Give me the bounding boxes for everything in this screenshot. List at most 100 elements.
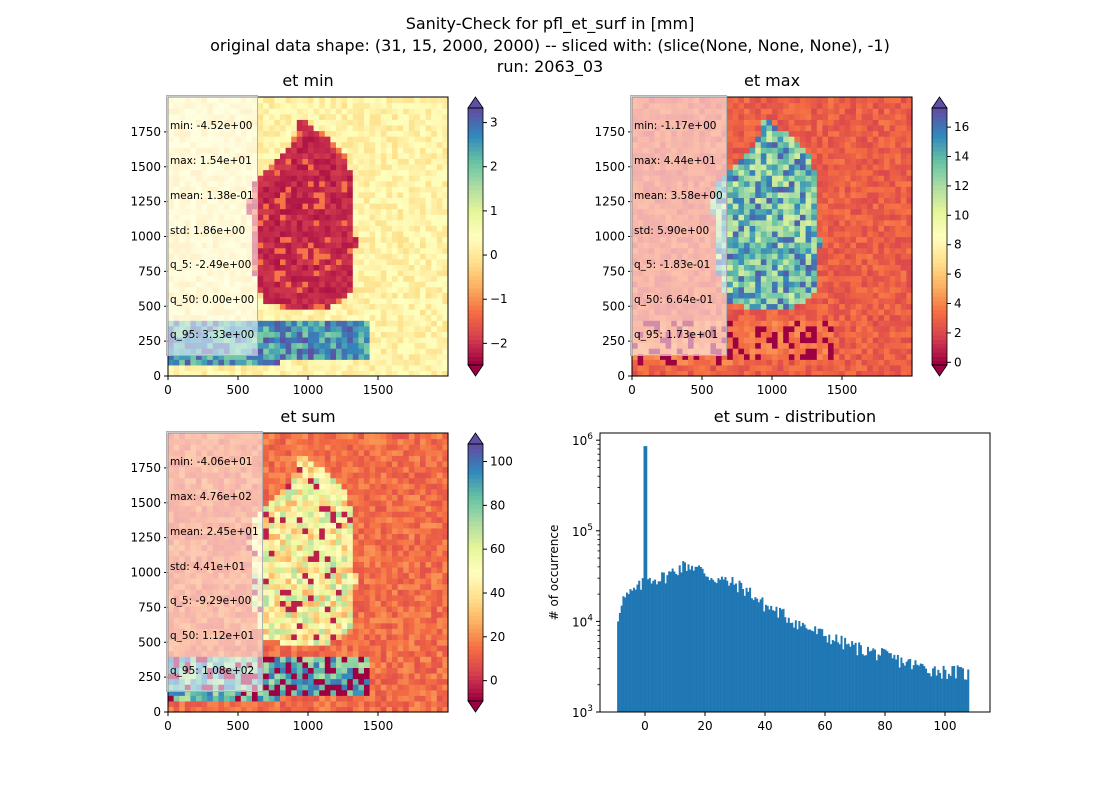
raster-cell [257, 180, 264, 187]
raster-cell [822, 219, 829, 226]
raster-cell [850, 163, 857, 171]
raster-cell [268, 364, 275, 372]
raster-cell [738, 119, 745, 126]
raster-cell [397, 147, 404, 154]
raster-cell [760, 236, 767, 243]
raster-cell [369, 175, 376, 182]
raster-cell [436, 247, 443, 254]
raster-cell [302, 208, 309, 215]
raster-cell [408, 119, 415, 126]
raster-cell [822, 130, 829, 137]
raster-cell [839, 320, 846, 327]
raster-cell [268, 180, 275, 187]
raster-cell [369, 320, 376, 327]
raster-cell [319, 208, 326, 215]
raster-cell [783, 247, 790, 254]
raster-cell [380, 370, 387, 377]
raster-cell [811, 197, 818, 204]
raster-cell [850, 197, 857, 204]
raster-cell [414, 186, 421, 193]
raster-cell [828, 236, 835, 243]
raster-cell [364, 247, 371, 254]
raster-cell [425, 152, 432, 159]
raster-cell [878, 331, 885, 338]
raster-cell [895, 208, 902, 215]
raster-cell [839, 309, 846, 316]
raster-cell [436, 303, 443, 310]
raster-cell [856, 281, 863, 288]
raster-cell [319, 242, 326, 249]
raster-cell [308, 281, 315, 288]
raster-cell [436, 180, 443, 187]
raster-cell [772, 269, 779, 277]
raster-cell [805, 208, 812, 215]
raster-cell [425, 236, 432, 243]
raster-cell [347, 247, 354, 254]
raster-cell [257, 247, 264, 254]
raster-cell [800, 364, 807, 372]
raster-cell [324, 348, 331, 355]
raster-cell [660, 364, 667, 372]
raster-cell [788, 124, 795, 132]
raster-cell [822, 353, 829, 360]
raster-cell [408, 292, 415, 299]
raster-cell [403, 108, 410, 115]
raster-cell [420, 370, 427, 377]
raster-cell [352, 297, 359, 305]
raster-cell [364, 130, 371, 137]
raster-cell [727, 331, 734, 338]
raster-cell [772, 119, 779, 126]
raster-cell [772, 286, 779, 293]
raster-cell [408, 175, 415, 182]
raster-cell [302, 247, 309, 254]
raster-cell [844, 180, 851, 187]
raster-cell [308, 163, 315, 171]
raster-cell [352, 336, 359, 344]
raster-cell [811, 309, 818, 316]
raster-cell [878, 158, 885, 165]
raster-cell [302, 191, 309, 199]
raster-cell [906, 353, 913, 360]
raster-cell [850, 336, 857, 344]
raster-cell [788, 203, 795, 210]
raster-cell [805, 275, 812, 282]
raster-cell [291, 370, 298, 377]
raster-cell [257, 113, 264, 120]
raster-cell [442, 297, 449, 305]
raster-cell [386, 147, 393, 154]
raster-cell [800, 158, 807, 165]
raster-cell [794, 275, 801, 282]
raster-cell [794, 119, 801, 126]
raster-cell [861, 147, 868, 154]
raster-cell [839, 314, 846, 321]
raster-cell [257, 331, 264, 338]
raster-cell [867, 286, 874, 293]
raster-cell [420, 169, 427, 176]
raster-cell [386, 353, 393, 360]
raster-cell [839, 119, 846, 126]
raster-cell [408, 147, 415, 154]
raster-cell [302, 314, 309, 321]
raster-cell [861, 359, 868, 366]
raster-cell [280, 314, 287, 321]
raster-cell [324, 353, 331, 360]
colorbar-segment [468, 133, 483, 139]
raster-cell [296, 102, 303, 109]
raster-cell [811, 253, 818, 260]
raster-cell [263, 225, 270, 232]
raster-cell [397, 292, 404, 299]
raster-cell [850, 242, 857, 249]
raster-cell [403, 320, 410, 327]
raster-cell [229, 370, 236, 377]
raster-cell [749, 281, 756, 288]
raster-cell [861, 197, 868, 204]
colorbar-segment [468, 155, 483, 160]
raster-cell [856, 197, 863, 204]
raster-cell [302, 152, 309, 159]
raster-cell [352, 158, 359, 165]
raster-cell [257, 225, 264, 232]
raster-cell [889, 314, 896, 321]
raster-cell [732, 186, 739, 193]
raster-cell [732, 258, 739, 265]
raster-cell [280, 269, 287, 277]
